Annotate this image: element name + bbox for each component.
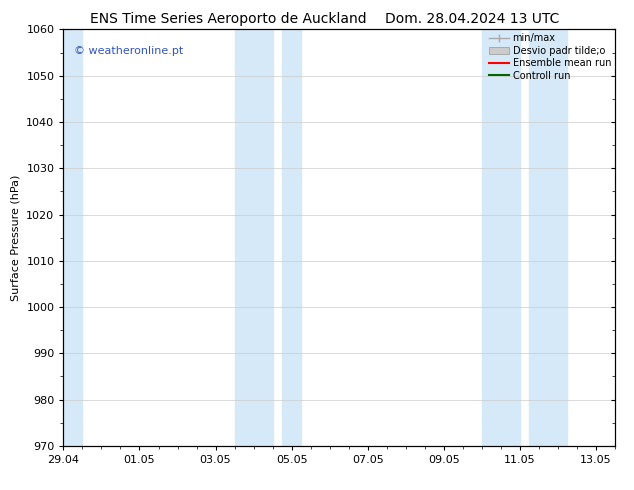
Bar bbox=[235, 29, 273, 446]
Bar bbox=[63, 29, 82, 446]
Bar bbox=[282, 29, 301, 446]
Bar bbox=[529, 29, 567, 446]
Bar bbox=[482, 29, 520, 446]
Text: Dom. 28.04.2024 13 UTC: Dom. 28.04.2024 13 UTC bbox=[385, 12, 560, 26]
Text: ENS Time Series Aeroporto de Auckland: ENS Time Series Aeroporto de Auckland bbox=[90, 12, 366, 26]
Text: © weatheronline.pt: © weatheronline.pt bbox=[74, 46, 184, 56]
Y-axis label: Surface Pressure (hPa): Surface Pressure (hPa) bbox=[11, 174, 21, 301]
Legend: min/max, Desvio padr tilde;o, Ensemble mean run, Controll run: min/max, Desvio padr tilde;o, Ensemble m… bbox=[488, 31, 613, 82]
